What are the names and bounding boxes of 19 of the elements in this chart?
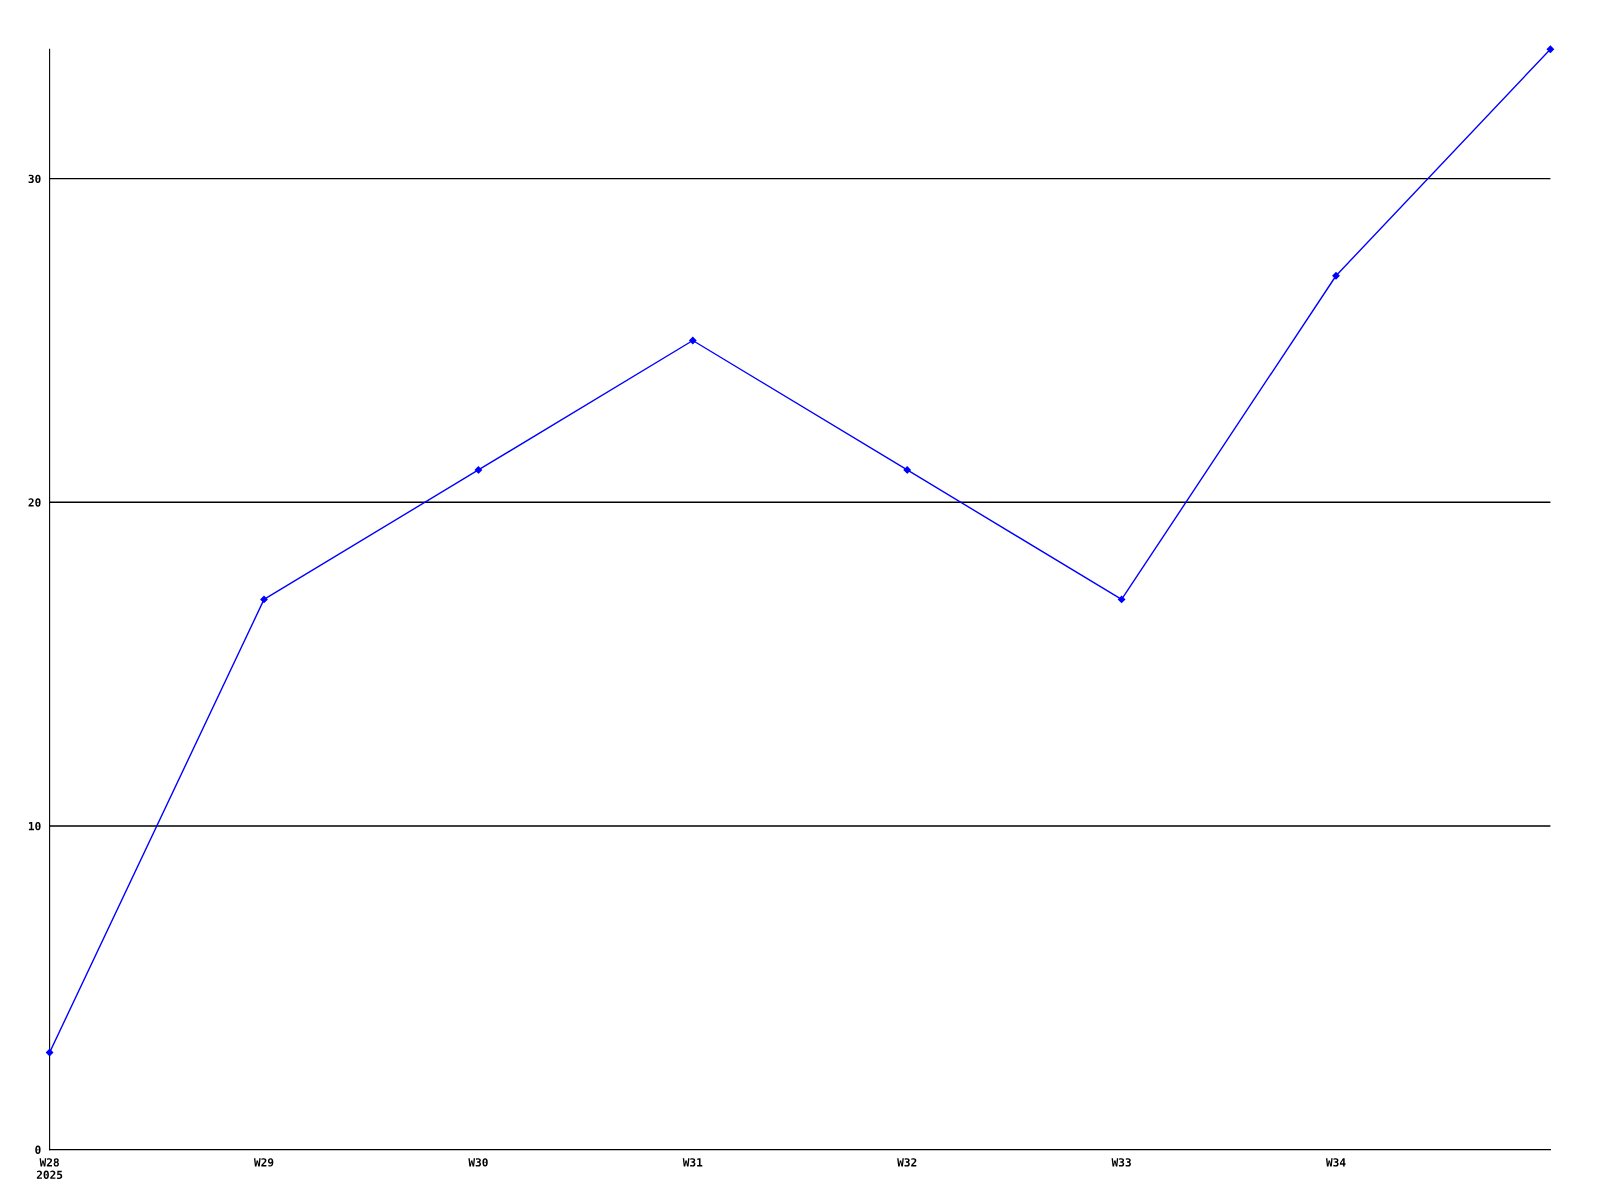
point — [474, 466, 483, 474]
point — [1332, 272, 1340, 280]
y-tick-label: 0 — [35, 1145, 41, 1154]
y-tick-label: 10 — [28, 821, 41, 831]
point — [45, 1048, 54, 1057]
x-tick-label: W32 — [897, 1158, 917, 1167]
point — [903, 466, 911, 474]
x-tick-label: W34 — [1325, 1158, 1346, 1167]
x-tick-label: W28 2025 — [36, 1158, 63, 1179]
point — [260, 595, 268, 604]
point — [1546, 45, 1555, 53]
x-tick-label: W33 — [1111, 1158, 1131, 1167]
point — [689, 336, 697, 345]
x-tick-label: W29 — [253, 1158, 274, 1167]
y-tick-label: 30 — [28, 174, 41, 184]
x-tick-label: W31 — [682, 1158, 703, 1167]
y-tick-label: 20 — [28, 498, 41, 507]
point — [1117, 595, 1126, 604]
x-tick-label: W30 — [468, 1158, 488, 1167]
